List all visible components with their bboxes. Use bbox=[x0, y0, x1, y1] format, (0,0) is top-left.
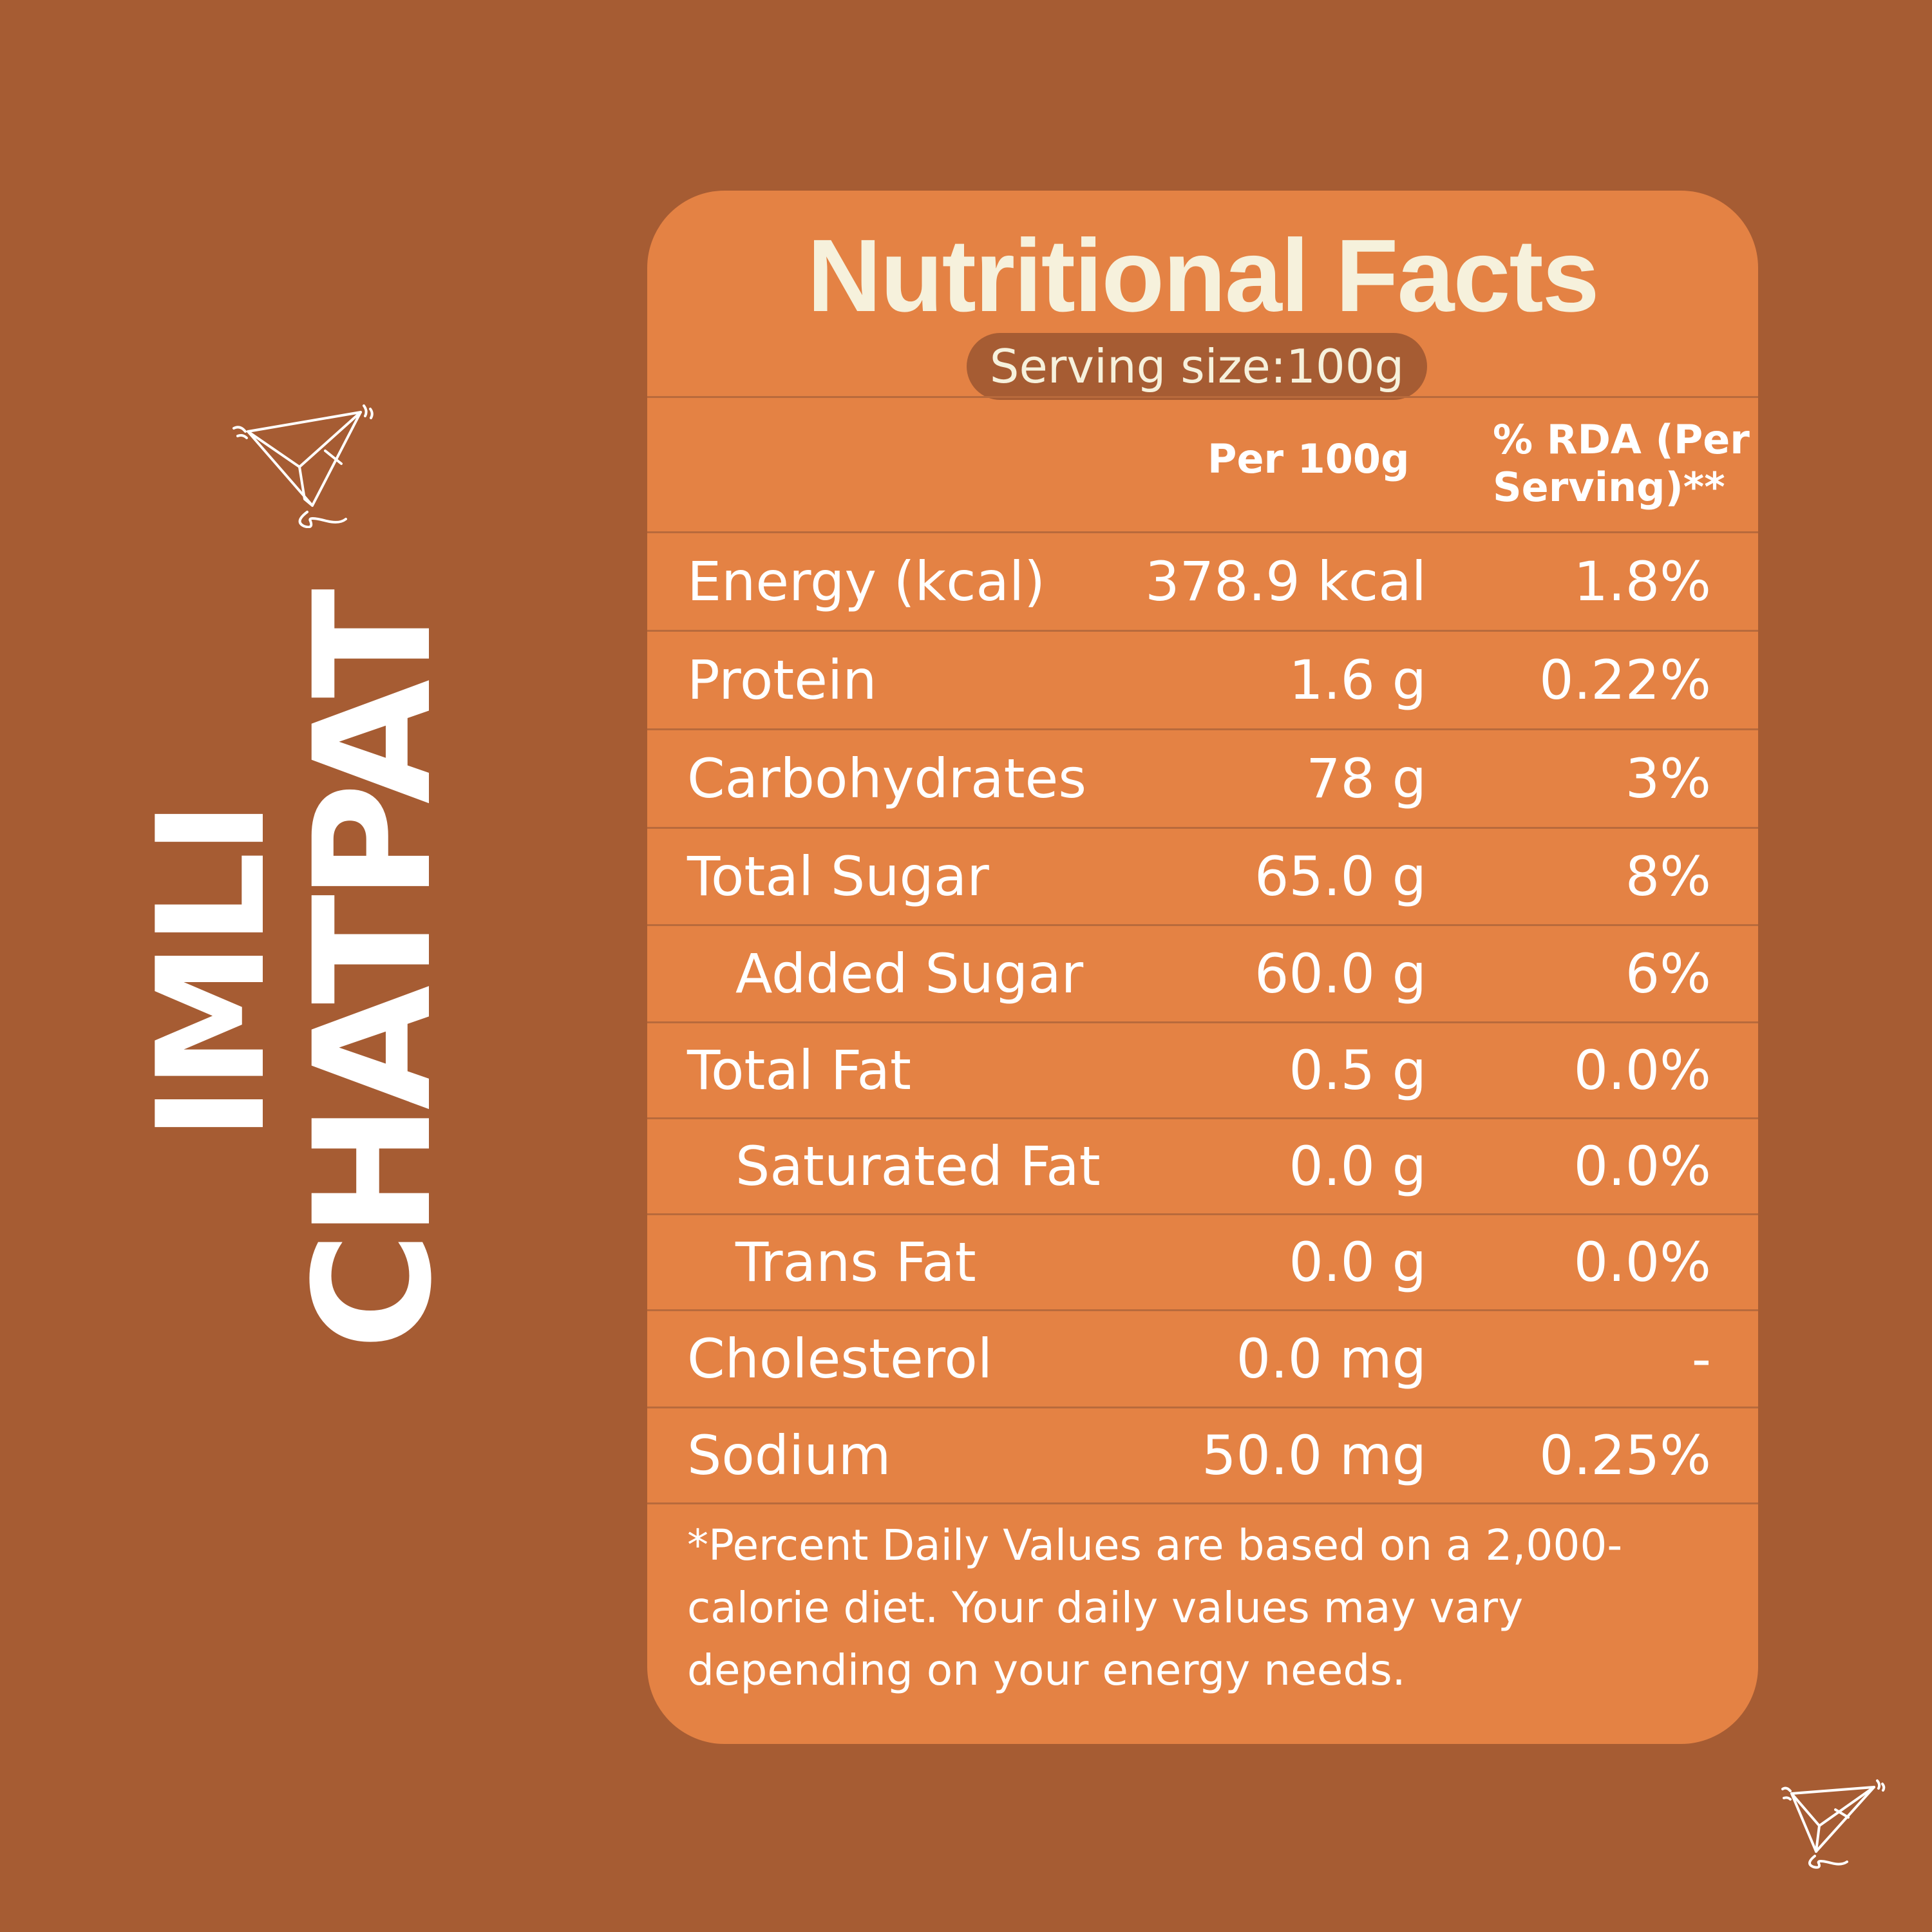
nutrient-row-carbohydrates: Carbohydrates 78 g 3% bbox=[647, 730, 1758, 827]
divider bbox=[647, 1021, 1758, 1023]
column-header-rda: % RDA (Per Serving)** bbox=[1493, 416, 1750, 511]
nutrient-per-100g: 60.0 g bbox=[1254, 942, 1426, 1005]
nutrient-row-energy: Energy (kcal) 378.9 kcal 1.8% bbox=[647, 533, 1758, 630]
nutrient-row-cholesterol: Cholesterol 0.0 mg - bbox=[647, 1311, 1758, 1406]
divider bbox=[647, 396, 1758, 398]
divider bbox=[647, 531, 1758, 533]
divider bbox=[647, 1213, 1758, 1215]
paper-plane-icon bbox=[232, 404, 374, 528]
nutrient-per-100g: 0.0 mg bbox=[1236, 1327, 1426, 1390]
nutrient-per-100g: 0.5 g bbox=[1289, 1039, 1426, 1102]
divider bbox=[647, 1117, 1758, 1119]
nutrient-name: Added Sugar bbox=[735, 942, 1084, 1005]
nutrient-name: Trans Fat bbox=[735, 1231, 976, 1294]
nutrient-rda: 0.25% bbox=[1539, 1424, 1711, 1487]
nutrient-row-sodium: Sodium 50.0 mg 0.25% bbox=[647, 1408, 1758, 1502]
nutrient-row-added-sugar: Added Sugar 60.0 g 6% bbox=[647, 926, 1758, 1021]
divider bbox=[647, 924, 1758, 926]
nutrient-row-trans-fat: Trans Fat 0.0 g 0.0% bbox=[647, 1215, 1758, 1309]
nutrient-rda: - bbox=[1691, 1327, 1711, 1390]
nutrient-per-100g: 50.0 mg bbox=[1202, 1424, 1426, 1487]
nutrient-name: Total Fat bbox=[687, 1039, 911, 1102]
nutrient-row-protein: Protein 1.6 g 0.22% bbox=[647, 632, 1758, 728]
nutrient-per-100g: 65.0 g bbox=[1254, 845, 1426, 908]
nutrient-row-saturated-fat: Saturated Fat 0.0 g 0.0% bbox=[647, 1119, 1758, 1213]
nutrient-per-100g: 1.6 g bbox=[1289, 649, 1426, 712]
divider bbox=[647, 1309, 1758, 1311]
nutrient-rda: 0.22% bbox=[1539, 649, 1711, 712]
nutrient-name: Saturated Fat bbox=[735, 1135, 1101, 1198]
column-header-per-100g: Per 100g bbox=[1208, 435, 1410, 482]
product-name-line-1: IMLI bbox=[126, 804, 298, 1141]
divider bbox=[647, 1406, 1758, 1408]
divider bbox=[647, 1502, 1758, 1504]
nutrient-name: Carbohydrates bbox=[687, 747, 1087, 810]
nutrient-rda: 1.8% bbox=[1573, 550, 1711, 613]
nutrient-rda: 6% bbox=[1625, 942, 1711, 1005]
panel-title: Nutritional Facts bbox=[807, 218, 1599, 333]
nutrient-per-100g: 378.9 kcal bbox=[1145, 550, 1426, 613]
serving-size-badge: Serving size:100g bbox=[967, 333, 1427, 400]
nutrient-name: Total Sugar bbox=[687, 845, 989, 908]
nutrient-row-total-sugar: Total Sugar 65.0 g 8% bbox=[647, 829, 1758, 924]
nutrient-rda: 0.0% bbox=[1573, 1039, 1711, 1102]
product-name-line-2: CHATPAT bbox=[279, 594, 467, 1350]
divider bbox=[647, 728, 1758, 730]
nutrient-rda: 8% bbox=[1625, 845, 1711, 908]
nutrient-name: Cholesterol bbox=[687, 1327, 993, 1390]
nutrient-rda: 0.0% bbox=[1573, 1135, 1711, 1198]
divider bbox=[647, 827, 1758, 829]
nutrition-facts-panel: Nutritional Facts Serving size:100g Per … bbox=[647, 191, 1758, 1744]
divider bbox=[647, 630, 1758, 632]
product-name: IMLI CHATPAT bbox=[126, 594, 467, 1350]
nutrient-rda: 0.0% bbox=[1573, 1231, 1711, 1294]
paper-plane-icon bbox=[1781, 1779, 1886, 1869]
nutrient-per-100g: 78 g bbox=[1306, 747, 1426, 810]
nutrient-rda: 3% bbox=[1625, 747, 1711, 810]
nutrient-row-total-fat: Total Fat 0.5 g 0.0% bbox=[647, 1023, 1758, 1117]
nutrient-name: Sodium bbox=[687, 1424, 891, 1487]
nutrient-name: Protein bbox=[687, 649, 877, 712]
nutrient-name: Energy (kcal) bbox=[687, 550, 1045, 613]
footnote: *Percent Daily Values are based on a 2,0… bbox=[687, 1520, 1623, 1695]
serving-size-label: Serving size:100g bbox=[989, 339, 1405, 393]
nutrient-per-100g: 0.0 g bbox=[1289, 1231, 1426, 1294]
nutrient-per-100g: 0.0 g bbox=[1289, 1135, 1426, 1198]
